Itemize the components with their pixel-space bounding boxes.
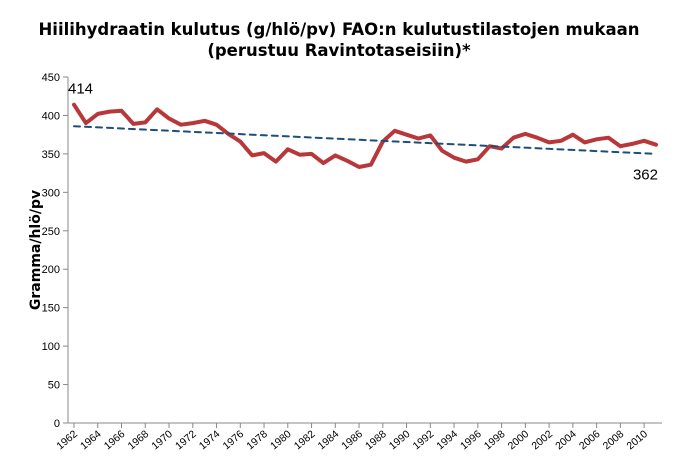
- x-tick-label: 2004: [553, 428, 579, 452]
- y-tick-label: 0: [54, 418, 60, 430]
- x-tick-label: 1962: [54, 428, 80, 452]
- y-tick-label: 400: [42, 110, 60, 122]
- x-tick-label: 1994: [434, 428, 460, 452]
- y-tick-label: 450: [42, 72, 60, 84]
- x-tick-label: 1984: [316, 428, 342, 452]
- x-tick-label: 1990: [387, 428, 413, 452]
- trend-line: [73, 125, 657, 155]
- y-tick-label: 300: [42, 187, 60, 199]
- x-tick-label: 1992: [411, 428, 437, 452]
- y-tick-label: 200: [42, 264, 60, 276]
- x-tick-label: 1978: [244, 428, 270, 452]
- data-line: [72, 102, 658, 169]
- x-tick-label: 2002: [529, 428, 555, 452]
- y-tick-label: 50: [48, 380, 60, 392]
- x-tick-label: 1980: [268, 428, 294, 452]
- y-tick-label: 100: [42, 341, 60, 353]
- data-label-start: 414: [68, 81, 93, 98]
- x-tick-label: 1970: [149, 428, 175, 452]
- x-tick-label: 1996: [458, 428, 484, 452]
- y-tick-label: 150: [42, 303, 60, 315]
- y-tick-label: 350: [42, 149, 60, 161]
- x-tick-label: 1986: [339, 428, 365, 452]
- y-tick-label: 250: [42, 226, 60, 238]
- chart-title: Hiilihydraatin kulutus (g/hlö/pv) FAO:n …: [38, 20, 640, 39]
- x-tick-label: 1976: [221, 428, 247, 452]
- x-tick-label: 1982: [292, 428, 318, 452]
- x-tick-label: 1966: [102, 428, 128, 452]
- x-tick-label: 1972: [173, 428, 199, 452]
- data-label-end: 362: [633, 167, 658, 184]
- x-tick-label: 1998: [482, 428, 508, 452]
- y-axis-label: Gramma/hlö/pv: [28, 190, 44, 310]
- x-tick-label: 2000: [506, 428, 532, 452]
- x-tick-label: 1974: [197, 428, 223, 452]
- chart-subtitle: (perustuu Ravintotaseisiin)*: [207, 41, 471, 60]
- x-tick-label: 1988: [363, 428, 389, 452]
- x-tick-label: 2010: [624, 428, 650, 452]
- x-tick-label: 2008: [601, 428, 627, 452]
- x-tick-label: 2006: [577, 428, 603, 452]
- x-tick-label: 1968: [126, 428, 152, 452]
- x-tick-label: 1964: [78, 428, 104, 452]
